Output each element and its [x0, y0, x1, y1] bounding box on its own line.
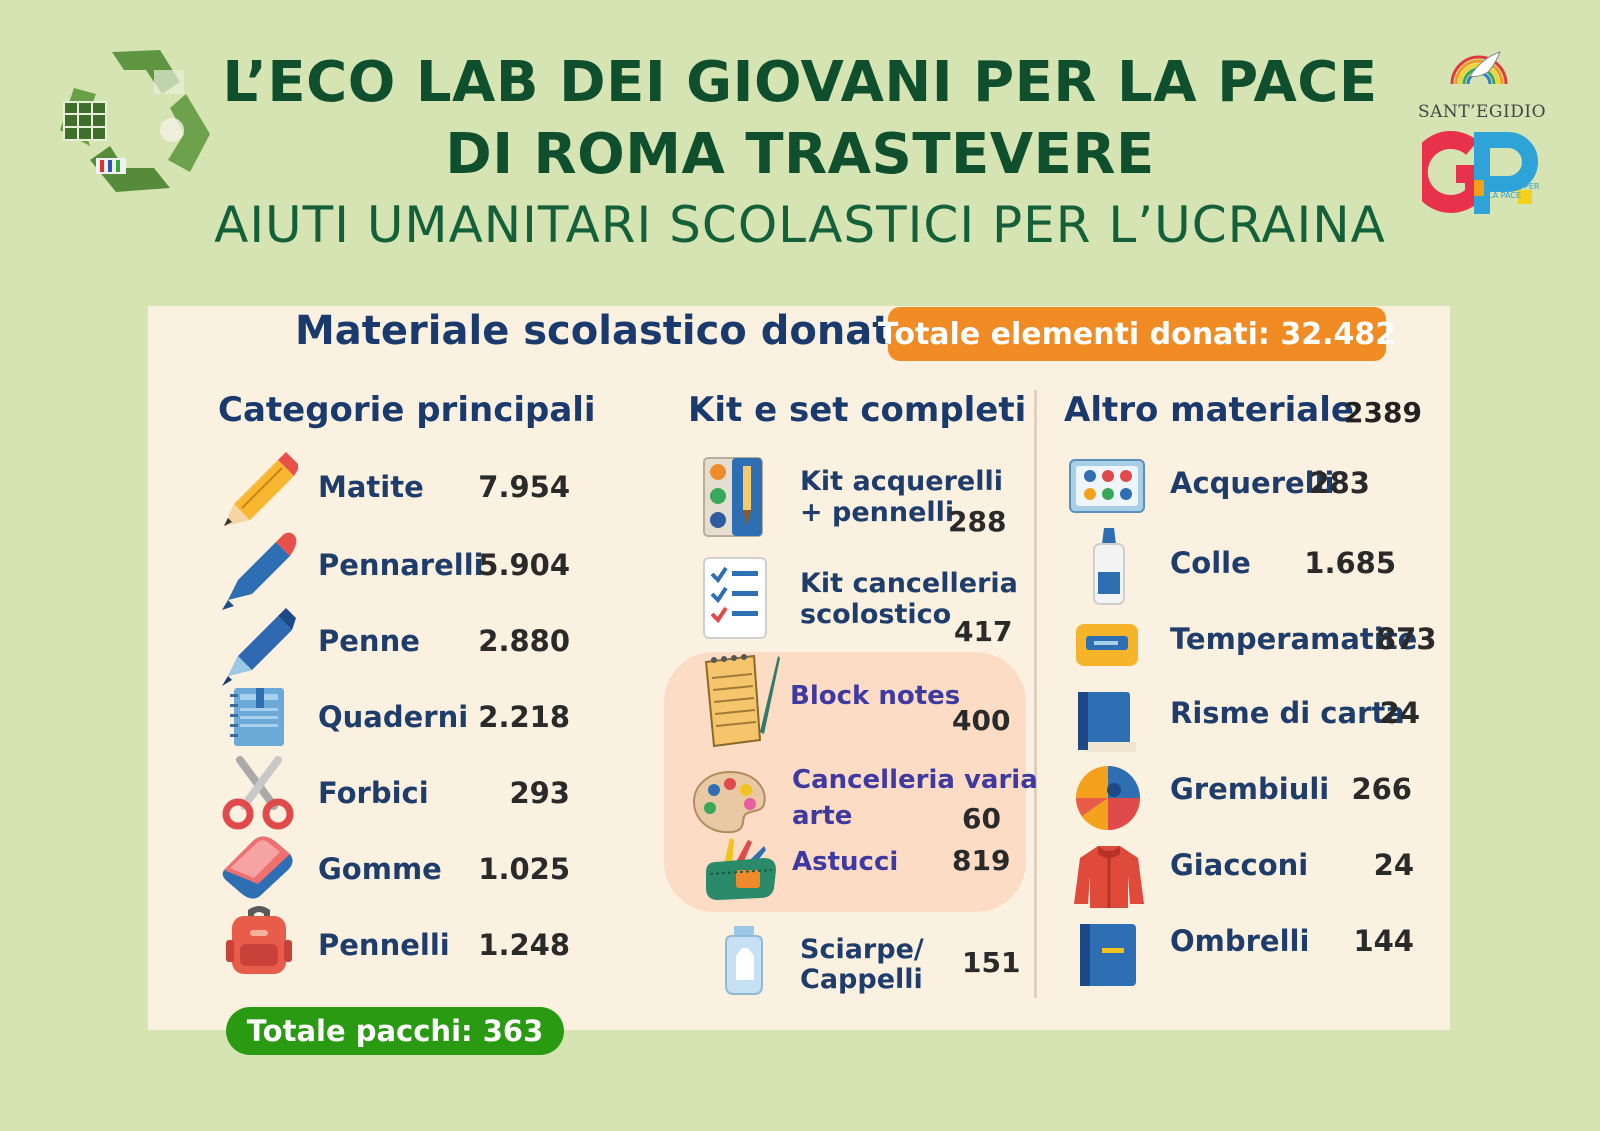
gp-text: GIOVANI PER LA PACE — [1488, 182, 1540, 200]
kit-label-sciarpe-line1: Sciarpe/ — [800, 934, 924, 965]
kit-label-cancelleria-line1: Kit cancelleria — [800, 568, 1018, 599]
backpack-icon — [226, 906, 292, 974]
categories-heading: Categorie principali — [218, 390, 596, 430]
dove-icon — [1450, 51, 1508, 85]
category-label-forbici: Forbici — [318, 776, 429, 810]
kit-value-acquerelli: 288 — [948, 505, 1007, 538]
book-icon — [1078, 692, 1136, 752]
other-label-colle: Colle — [1170, 546, 1251, 580]
category-value-gomme: 1.025 — [478, 852, 570, 886]
category-label-pennelli: Pennelli — [318, 928, 450, 962]
santegidio-logo: SANT’EGIDIO GIOVANI PER LA PACE — [1412, 42, 1552, 222]
pen-icon — [222, 608, 296, 686]
kit-value-block-notes: 400 — [952, 704, 1011, 737]
kit-label-block-notes: Block notes — [790, 681, 961, 711]
palette-icon — [692, 770, 766, 834]
watercolor-kit-icon — [703, 457, 763, 537]
ball-icon — [1076, 766, 1140, 830]
other-label-grembiuli: Grembiuli — [1170, 772, 1330, 806]
category-value-forbici: 293 — [509, 776, 570, 810]
category-value-matite: 7.954 — [478, 470, 570, 504]
category-label-penne: Penne — [318, 624, 420, 658]
marker-icon — [222, 532, 297, 610]
category-value-penne: 2.880 — [478, 624, 570, 658]
panel-title: Materiale scolastico donato — [295, 308, 919, 354]
kits-heading: Kit e set completi — [688, 390, 1027, 430]
category-value-quaderni: 2.218 — [478, 700, 570, 734]
kit-label-sciarpe-line2: Cappelli — [800, 964, 923, 995]
other-value-giacconi: 24 — [1373, 848, 1414, 882]
category-label-quaderni: Quaderni — [318, 700, 469, 734]
santegidio-text: SANT’EGIDIO — [1417, 102, 1547, 122]
other-heading-value: 2389 — [1344, 396, 1422, 429]
other-label-acquerelli: Acquerelli — [1170, 466, 1335, 500]
jacket-icon — [1074, 846, 1144, 908]
other-value-ombrelli: 144 — [1353, 924, 1414, 958]
other-label-risme: Risme di carta — [1170, 696, 1405, 730]
notepad-icon — [704, 654, 780, 748]
kit-label-cancelleria-line2: scolostico — [800, 599, 952, 630]
recycle-icon — [60, 50, 210, 192]
category-value-pennarelli: 5.904 — [478, 548, 570, 582]
kit-label-acquerelli-line1: Kit acquerelli — [800, 466, 1003, 497]
other-value-acquerelli: 283 — [1309, 466, 1370, 500]
watercolor-icon — [1069, 459, 1145, 513]
category-label-matite: Matite — [318, 470, 424, 504]
category-label-gomme: Gomme — [318, 852, 442, 886]
total-packs-badge: Totale pacchi: 363 — [226, 1007, 564, 1055]
checklist-icon — [703, 557, 767, 639]
kit-label-varia-line1: Cancelleria varia — [792, 765, 1038, 795]
other-label-ombrelli: Ombrelli — [1170, 924, 1310, 958]
kit-label-varia-line2: arte — [792, 801, 853, 831]
kit-value-varia: 60 — [962, 802, 1001, 835]
kit-label-astucci: Astucci — [792, 847, 899, 877]
category-value-pennelli: 1.248 — [478, 928, 570, 962]
pencil-icon — [224, 452, 298, 526]
bottle-icon — [725, 926, 763, 995]
kit-value-cancelleria: 417 — [954, 615, 1013, 648]
kit-value-sciarpe: 151 — [962, 946, 1021, 979]
notebook-icon — [230, 688, 284, 746]
category-label-pennarelli: Pennarelli — [318, 548, 484, 582]
page-title-line1: L’ECO LAB DEI GIOVANI PER LA PACE — [222, 50, 1378, 115]
kit-value-astucci: 819 — [952, 844, 1011, 877]
other-value-grembiuli: 266 — [1351, 772, 1412, 806]
other-label-temperamatite: Temperamatite — [1170, 622, 1418, 656]
scissors-icon — [222, 756, 294, 830]
sharpener-icon — [1076, 624, 1138, 666]
other-label-giacconi: Giacconi — [1170, 848, 1309, 882]
gp-logo-icon — [1422, 130, 1538, 214]
folder-icon — [1080, 924, 1136, 986]
other-heading: Altro materiale — [1064, 390, 1354, 430]
total-items-badge: Totale elementi donati: 32.482 — [878, 307, 1396, 361]
eraser-icon — [222, 836, 293, 899]
other-value-colle: 1.685 — [1304, 546, 1396, 580]
other-value-temperamatite: 873 — [1376, 622, 1437, 656]
kit-label-acquerelli-line2: + pennelli — [800, 497, 955, 528]
pencil-case-icon — [706, 838, 776, 900]
page-subtitle: AIUTI UMANITARI SCOLASTICI PER L’UCRAINA — [214, 196, 1386, 254]
glue-icon — [1093, 528, 1125, 605]
column-divider — [1034, 390, 1037, 998]
page-title-line2: DI ROMA TRASTEVERE — [445, 122, 1155, 187]
other-value-risme: 24 — [1379, 696, 1420, 730]
